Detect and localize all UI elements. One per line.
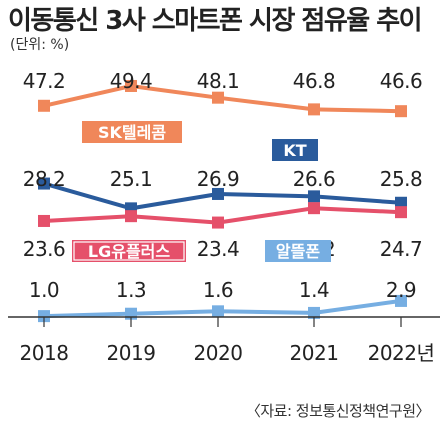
data-point-marker — [395, 196, 407, 209]
data-point-marker — [38, 99, 50, 112]
data-value-label: 48.1 — [197, 69, 240, 93]
series-label-box — [265, 240, 331, 262]
data-value-label: 2.9 — [386, 278, 416, 302]
series-label-outline — [73, 241, 185, 261]
x-tick-label: 2022년 — [368, 341, 435, 365]
series-label-box — [82, 121, 182, 143]
x-tick-label: 2019 — [107, 341, 156, 365]
data-value-label: 49.4 — [110, 69, 153, 93]
data-value-label: 25.1 — [110, 167, 153, 191]
data-value-label: 1.3 — [116, 278, 146, 302]
data-point-marker — [38, 177, 50, 190]
series-0: 47.2 49.4 48.1 46.8 46.6 SK텔레콤 — [23, 69, 423, 143]
data-value-label: 23.6 — [23, 237, 66, 261]
data-point-marker — [308, 190, 320, 203]
x-tick-label: 2021 — [290, 341, 339, 365]
series-name-label: KT — [283, 141, 306, 160]
data-value-label: 1.4 — [299, 278, 329, 302]
data-value-label: 46.6 — [380, 69, 423, 93]
data-point-marker — [212, 187, 224, 200]
data-value-label: 23.4 — [197, 237, 240, 261]
data-value-label: 1.0 — [29, 278, 59, 302]
data-value-label: 26.6 — [293, 167, 336, 191]
data-point-marker — [38, 310, 50, 323]
series-name-label: 알뜰폰 — [276, 242, 320, 261]
data-value-label: 25.8 — [380, 167, 423, 191]
data-point-marker — [308, 306, 320, 319]
data-point-marker — [395, 105, 407, 118]
series-3: 1.0 1.3 1.6 1.4 2.9 알뜰폰 — [29, 240, 417, 323]
data-point-marker — [212, 216, 224, 229]
chart-title: 이동통신 3사 스마트폰 시장 점유율 추이 — [8, 6, 423, 36]
data-point-marker — [125, 210, 137, 223]
series-1: 28.2 25.1 26.9 26.6 25.8 KT — [23, 139, 423, 215]
x-tick-label: 2020 — [194, 341, 243, 365]
series-name-label: LG유플러스 — [88, 242, 170, 261]
data-value-label: 28.2 — [23, 167, 66, 191]
data-point-marker — [308, 202, 320, 215]
data-value-label: 1.6 — [203, 278, 233, 302]
data-point-marker — [38, 214, 50, 227]
data-point-marker — [212, 91, 224, 104]
data-point-marker — [308, 103, 320, 116]
data-value-label: 47.2 — [23, 69, 66, 93]
data-point-marker — [395, 294, 407, 307]
series-label-box — [272, 139, 318, 161]
data-value-label: 26.9 — [197, 167, 240, 191]
source-note: 〈자료: 정보통신정책연구원〉 — [245, 402, 431, 420]
series-name-label: SK텔레콤 — [98, 123, 166, 142]
series-label-box — [72, 240, 186, 262]
data-value-label: 24.7 — [380, 237, 423, 261]
unit-label: (단위: %) — [10, 37, 70, 53]
data-point-marker — [395, 206, 407, 219]
data-point-marker — [125, 79, 137, 92]
data-point-marker — [212, 305, 224, 318]
x-tick-label: 2018 — [20, 341, 69, 365]
data-value-label: 46.8 — [293, 69, 336, 93]
